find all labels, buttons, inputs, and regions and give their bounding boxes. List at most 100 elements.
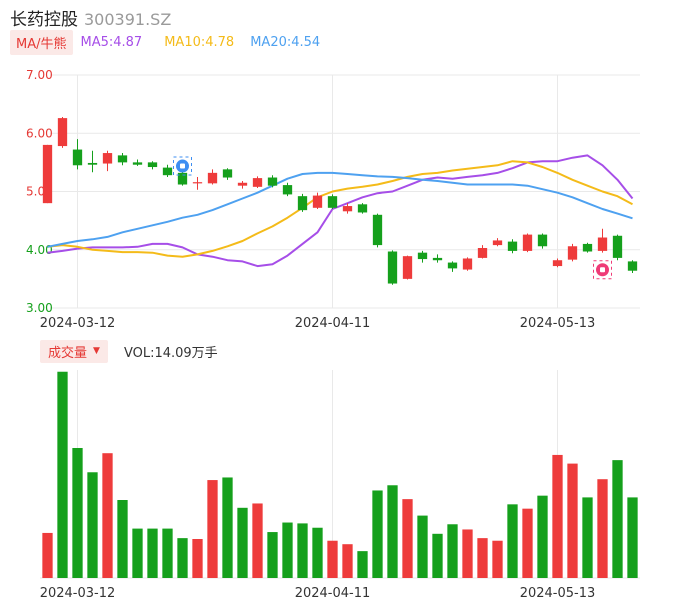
- volume-bar[interactable]: [612, 460, 623, 578]
- volume-bar[interactable]: [387, 485, 398, 578]
- volume-bar[interactable]: [222, 477, 233, 578]
- candle[interactable]: [282, 182, 293, 197]
- candle[interactable]: [327, 194, 338, 209]
- volume-bar[interactable]: [57, 371, 68, 578]
- candle[interactable]: [627, 260, 638, 274]
- pink-badge-icon[interactable]: [593, 260, 612, 280]
- candle[interactable]: [522, 233, 533, 253]
- candle-body: [627, 261, 638, 271]
- candle[interactable]: [222, 168, 233, 180]
- candle[interactable]: [102, 150, 113, 172]
- marker-frame: [173, 156, 192, 176]
- candle[interactable]: [387, 250, 398, 285]
- candle[interactable]: [597, 228, 608, 253]
- candle[interactable]: [42, 144, 53, 204]
- candle[interactable]: [552, 258, 563, 268]
- volume-bar[interactable]: [597, 479, 608, 578]
- candle[interactable]: [162, 164, 173, 177]
- blue-badge-icon[interactable]: [173, 156, 192, 176]
- volume-bar[interactable]: [432, 533, 443, 578]
- candle[interactable]: [312, 192, 323, 209]
- volume-bar[interactable]: [252, 503, 263, 578]
- candle[interactable]: [57, 116, 68, 148]
- volume-bar[interactable]: [582, 497, 593, 578]
- candle[interactable]: [492, 238, 503, 247]
- ma-indicator-selector[interactable]: MA/牛熊: [10, 29, 73, 55]
- candle[interactable]: [417, 250, 428, 263]
- volume-bar[interactable]: [357, 551, 368, 578]
- volume-bar[interactable]: [552, 454, 563, 578]
- candle[interactable]: [177, 171, 188, 186]
- volume-bar[interactable]: [162, 528, 173, 578]
- candle[interactable]: [342, 203, 353, 214]
- candle[interactable]: [267, 175, 278, 188]
- candle-body: [537, 234, 548, 247]
- volume-bar[interactable]: [477, 538, 488, 578]
- volume-indicator-selector[interactable]: 成交量 ▼: [40, 339, 108, 363]
- candle[interactable]: [612, 234, 623, 261]
- volume-bar[interactable]: [207, 480, 218, 578]
- candle[interactable]: [297, 193, 308, 212]
- candle[interactable]: [132, 159, 143, 166]
- volume-bar[interactable]: [102, 453, 113, 578]
- candle[interactable]: [237, 181, 248, 189]
- candle[interactable]: [147, 161, 158, 170]
- volume-bar[interactable]: [237, 507, 248, 578]
- volume-bar[interactable]: [282, 522, 293, 578]
- candle[interactable]: [117, 153, 128, 166]
- candle-body: [132, 162, 143, 165]
- candle[interactable]: [87, 150, 98, 173]
- candle[interactable]: [462, 257, 473, 271]
- candle[interactable]: [477, 245, 488, 259]
- volume-bar[interactable]: [447, 524, 458, 578]
- volume-bar[interactable]: [312, 527, 323, 578]
- candle[interactable]: [252, 176, 263, 189]
- candle[interactable]: [432, 254, 443, 263]
- volume-bar[interactable]: [117, 500, 128, 578]
- candle[interactable]: [567, 243, 578, 262]
- volume-bar[interactable]: [327, 540, 338, 578]
- volume-bar[interactable]: [297, 523, 308, 578]
- candle[interactable]: [507, 239, 518, 254]
- candle[interactable]: [582, 242, 593, 253]
- volume-bar[interactable]: [627, 497, 638, 578]
- volume-bar[interactable]: [462, 529, 473, 578]
- volume-bar[interactable]: [372, 490, 383, 578]
- candle[interactable]: [207, 169, 218, 185]
- candle[interactable]: [537, 233, 548, 249]
- volume-bar[interactable]: [177, 538, 188, 578]
- volume-bar[interactable]: [87, 472, 98, 578]
- volume-bar[interactable]: [507, 504, 518, 578]
- candle[interactable]: [447, 261, 458, 272]
- volume-bar[interactable]: [537, 495, 548, 578]
- candle[interactable]: [372, 213, 383, 248]
- volume-bar[interactable]: [492, 540, 503, 578]
- candle-body: [432, 257, 443, 261]
- volume-bar[interactable]: [132, 528, 143, 578]
- volume-bar[interactable]: [342, 544, 353, 578]
- volume-bar[interactable]: [522, 508, 533, 578]
- volume-bar[interactable]: [72, 448, 83, 578]
- volume-bar[interactable]: [417, 515, 428, 578]
- candle[interactable]: [402, 255, 413, 280]
- candle-body: [57, 118, 68, 147]
- volume-bar[interactable]: [567, 463, 578, 578]
- stock-title: 长药控股 300391.SZ: [10, 5, 171, 30]
- candle-body: [552, 260, 563, 267]
- candle-body: [372, 214, 383, 246]
- candle[interactable]: [72, 139, 83, 170]
- candle-body: [162, 167, 173, 176]
- candle[interactable]: [192, 176, 203, 190]
- volume-bar[interactable]: [192, 539, 203, 578]
- candle-body: [147, 162, 158, 168]
- volume-bar[interactable]: [267, 532, 278, 578]
- candle[interactable]: [357, 203, 368, 214]
- volume-bar[interactable]: [147, 528, 158, 578]
- volume-bar[interactable]: [402, 499, 413, 578]
- candle-body: [117, 155, 128, 163]
- volume-bar[interactable]: [42, 532, 53, 578]
- candle-body: [492, 240, 503, 246]
- candle-body: [87, 162, 98, 165]
- candle-body: [477, 248, 488, 258]
